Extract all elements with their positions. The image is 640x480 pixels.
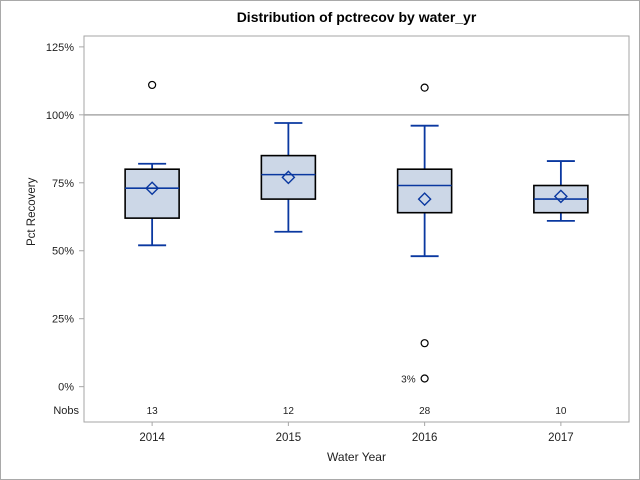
outlier-point xyxy=(420,339,429,348)
y-tick-label: 125% xyxy=(46,42,74,54)
nobs-label: Nobs xyxy=(53,405,79,417)
chart-title: Distribution of pctrecov by water_yr xyxy=(236,9,477,25)
outlier-point xyxy=(420,83,429,92)
x-tick-label: 2016 xyxy=(412,432,438,444)
box-group-2016: 3% 28 2016 xyxy=(396,83,453,444)
y-tick-label: 0% xyxy=(58,382,74,394)
y-tick-label: 100% xyxy=(46,110,74,122)
box-group-2014: 13 2014 xyxy=(124,80,180,444)
nobs-value: 13 xyxy=(147,406,159,417)
mean-diamond xyxy=(417,192,432,207)
box-group-2015: 12 2015 xyxy=(260,122,317,444)
nobs-value: 10 xyxy=(555,406,567,417)
y-tick-label: 50% xyxy=(52,246,74,258)
y-tick-label: 25% xyxy=(52,314,74,326)
mean-diamond xyxy=(281,170,296,185)
iqr-box xyxy=(124,168,180,219)
plot-border xyxy=(83,35,630,423)
x-tick-label: 2014 xyxy=(139,432,165,444)
nobs-value: 28 xyxy=(419,406,431,417)
x-tick-label: 2017 xyxy=(548,432,574,444)
mean-diamond xyxy=(145,181,160,196)
nobs-value: 12 xyxy=(283,406,295,417)
outlier-point xyxy=(420,374,429,383)
box-group-2017: 10 2017 xyxy=(533,160,589,444)
x-axis-title: Water Year xyxy=(327,450,386,464)
y-tick-label: 75% xyxy=(52,178,74,190)
outlier-label: 3% xyxy=(401,375,416,386)
iqr-box xyxy=(396,168,453,214)
iqr-box xyxy=(260,154,317,200)
x-tick-label: 2015 xyxy=(276,432,302,444)
mean-diamond xyxy=(553,189,568,204)
outlier-point xyxy=(148,80,157,90)
